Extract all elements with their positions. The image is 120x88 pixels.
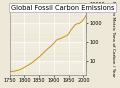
Text: Global Fossil Carbon Emissions: Global Fossil Carbon Emissions	[11, 5, 115, 11]
Y-axis label: Million Metric Tons of Carbon / Year: Million Metric Tons of Carbon / Year	[111, 1, 115, 77]
